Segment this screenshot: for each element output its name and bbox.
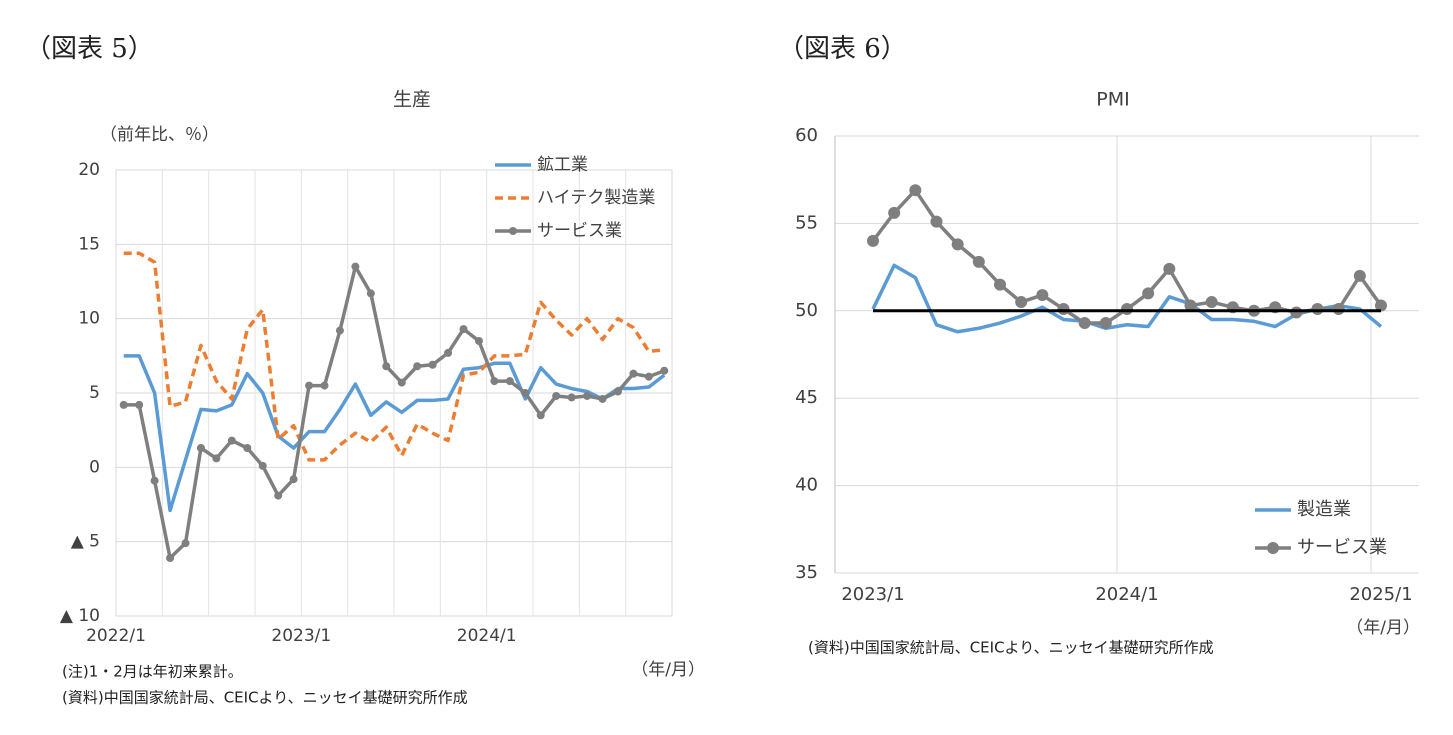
point-marker [888,206,901,219]
point-marker [536,411,545,420]
y-tick-label: 20 [78,160,100,180]
legend-marker [509,227,517,235]
point-marker [909,184,922,197]
x-axis-label: （年/月） [631,660,705,680]
y-tick-label: 0 [89,457,100,477]
point-marker [613,387,622,396]
point-marker [289,475,298,484]
point-marker [1311,303,1324,316]
point-marker [258,461,267,470]
point-marker [521,389,530,397]
point-marker [1375,299,1387,312]
y-axis-label: （前年比、％） [100,125,219,145]
point-marker [150,476,159,485]
point-marker [320,381,329,390]
point-marker [1057,303,1070,316]
x-tick-label: 2023/1 [841,584,904,605]
point-marker [366,289,375,298]
point-marker [1121,303,1133,316]
point-marker [1036,289,1049,302]
y-tick-label: 35 [795,562,818,583]
point-marker [1163,262,1176,275]
point-marker [335,326,344,335]
point-marker [382,362,391,371]
point-marker [227,436,236,445]
y-tick-label: 40 [795,475,818,496]
point-marker [274,491,283,500]
point-marker [305,381,314,390]
point-marker [644,372,653,381]
x-axis-label: （年/月） [1346,618,1420,638]
y-tick-label: 45 [795,387,818,408]
y-tick-label: 10 [78,309,100,329]
point-marker [505,377,514,386]
point-marker [490,377,499,386]
legend-label: ハイテク製造業 [537,188,655,208]
point-marker [552,391,561,400]
point-marker [930,215,943,228]
point-marker [243,444,252,453]
point-marker [459,325,468,334]
y-tick-label: ▲ 5 [71,532,100,552]
legend-label: サービス業 [1297,537,1387,558]
point-marker [1015,296,1028,309]
point-marker [351,262,360,271]
point-marker [119,400,128,409]
point-marker [660,366,669,375]
note: (資料)中国国家統計局、CEICより、ニッセイ基礎研究所作成 [62,689,468,707]
y-tick-label: 60 [795,125,818,146]
legend-label: サービス業 [537,221,622,241]
note: (資料)中国国家統計局、CEICより、ニッセイ基礎研究所作成 [808,639,1214,657]
point-marker [1099,317,1112,330]
point-marker [1142,287,1155,300]
point-marker [1078,317,1091,330]
x-tick-label: 2024/1 [457,626,517,646]
chart-title: 生産 [393,89,431,111]
point-marker [1332,303,1345,316]
chart-title: PMI [1096,89,1129,111]
y-tick-label: 55 [795,212,818,233]
point-marker [428,360,437,369]
point-marker [1205,296,1218,309]
point-marker [1353,269,1366,282]
y-tick-label: ▲ 10 [60,606,100,626]
x-tick-label: 2025/1 [1349,584,1412,605]
point-marker [567,393,576,402]
series-line [871,263,1383,334]
point-marker [598,394,607,403]
point-marker [212,454,221,463]
y-tick-label: 5 [89,383,100,403]
point-marker [166,554,175,563]
point-marker [867,234,879,247]
y-tick-label: 15 [78,234,100,254]
point-marker [629,369,638,378]
point-marker [444,348,453,357]
figure-label: （図表 5） [25,34,154,64]
point-marker [196,444,205,453]
point-marker [397,378,406,387]
x-tick-label: 2022/1 [86,626,146,646]
point-marker [413,362,422,371]
point-marker [474,336,483,345]
x-tick-label: 2024/1 [1095,584,1158,605]
series-line [123,354,666,513]
point-marker [994,278,1006,291]
point-marker [972,255,985,268]
note: (注)1・2月は年初来累計。 [62,663,243,681]
point-marker [181,539,190,548]
figure-label: （図表 6） [778,34,907,64]
x-tick-label: 2023/1 [271,626,331,646]
legend-label: 鉱工業 [537,155,588,175]
legend-label: 製造業 [1297,499,1351,520]
point-marker [583,391,592,400]
point-marker [1184,299,1197,312]
legend-marker [1267,542,1279,554]
y-tick-label: 50 [795,300,818,321]
point-marker [951,238,964,251]
point-marker [1290,306,1303,319]
point-marker [135,400,144,409]
